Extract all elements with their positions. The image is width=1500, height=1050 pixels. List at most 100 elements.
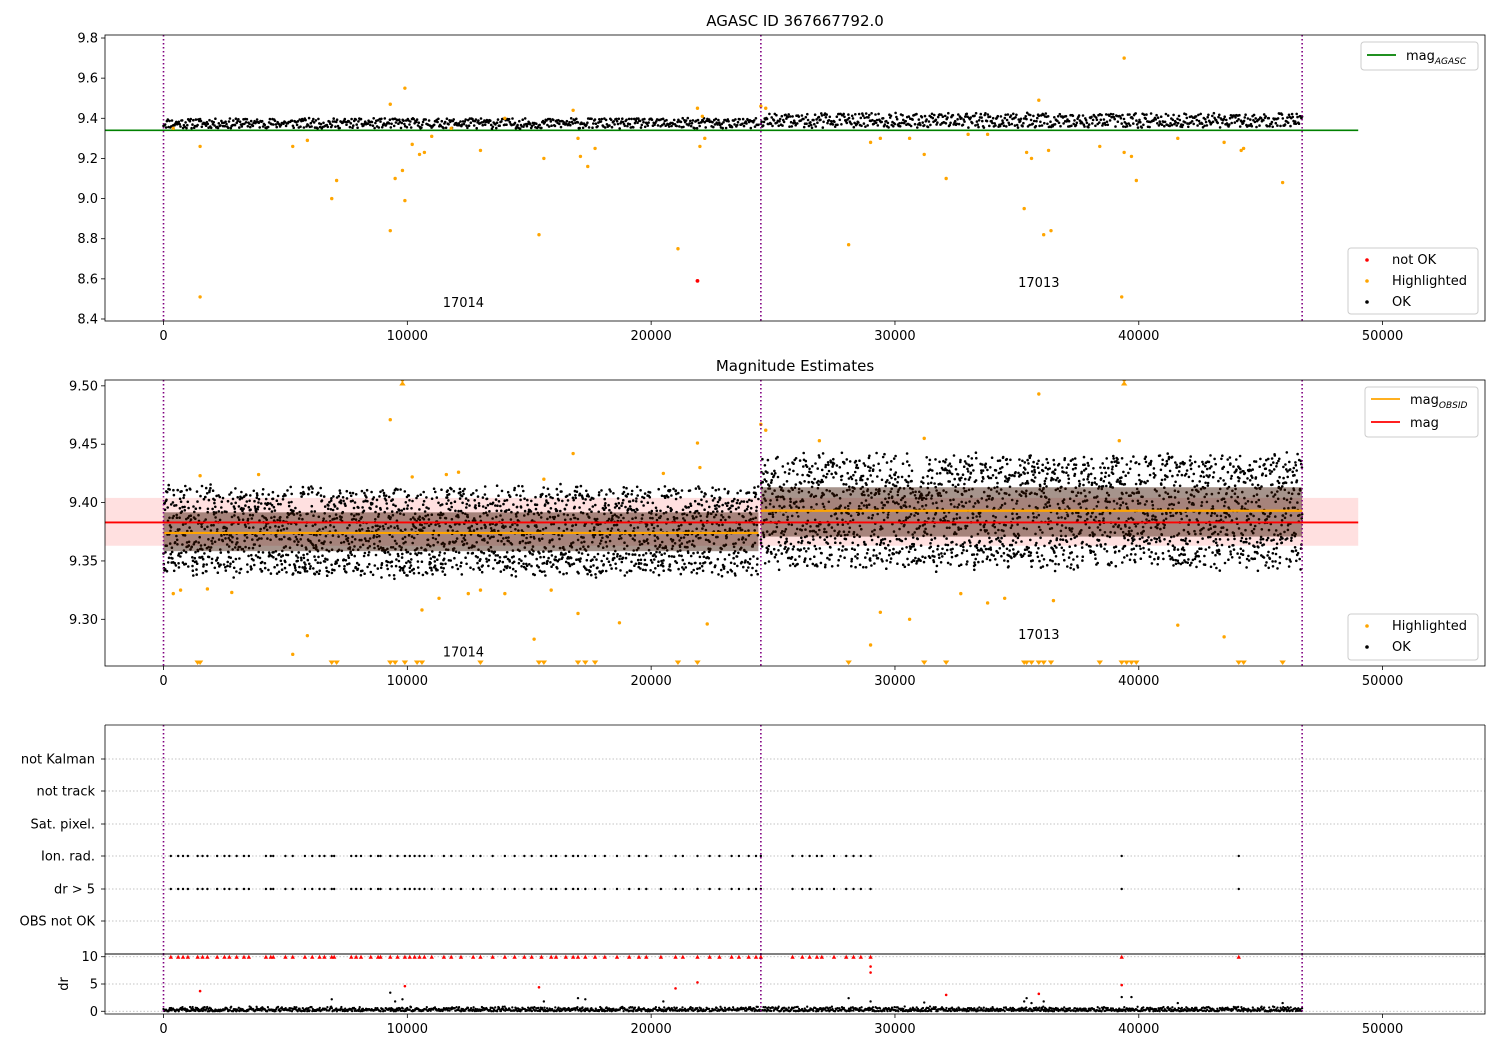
highlighted-point	[1049, 228, 1053, 233]
ion-rad-flag-point	[549, 854, 553, 858]
out-of-range-marker	[1133, 660, 1140, 665]
highlighted-point	[576, 136, 580, 141]
dr-flag-point	[645, 887, 648, 891]
dr-capped-marker	[246, 954, 252, 959]
highlighted-point	[437, 596, 441, 600]
dr-capped-marker	[402, 954, 408, 959]
dr-flagged-point	[198, 989, 202, 993]
dr-capped-marker	[407, 954, 412, 959]
highlighted-point	[542, 156, 546, 161]
highlighted-point	[868, 643, 873, 647]
out-of-range-marker	[574, 660, 582, 665]
dr-capped-marker	[627, 954, 632, 959]
out-of-range-marker	[418, 660, 426, 665]
out-of-range-marker	[1279, 660, 1286, 665]
dr-capped-marker	[868, 954, 873, 959]
x-tick-label: 10000	[387, 674, 428, 689]
dr-flag-point	[576, 887, 580, 891]
highlighted-point	[1239, 148, 1243, 153]
obsid-label: 17013	[1018, 628, 1059, 643]
x-tick-label: 10000	[387, 329, 428, 344]
legend-label: OK	[1392, 295, 1411, 310]
ion-rad-flag-point	[423, 854, 426, 858]
dr-point	[869, 1000, 872, 1003]
ion-rad-flag-point	[759, 854, 763, 858]
ion-rad-flag-point	[820, 854, 824, 858]
dr-capped-marker	[522, 954, 527, 959]
dr-flag-point	[459, 887, 463, 891]
ion-rad-flag-point	[442, 854, 446, 858]
dr-flag-point	[330, 887, 333, 891]
y-tick-label: 9.35	[69, 554, 98, 569]
dr-flag-point	[564, 887, 568, 891]
dr-capped-marker	[602, 954, 608, 959]
dr-capped-marker	[368, 954, 373, 959]
highlighted-point	[410, 475, 414, 479]
dr-point	[576, 996, 580, 1000]
highlighted-point	[907, 617, 912, 622]
axes-frame	[104, 34, 1486, 322]
highlighted-point	[1129, 154, 1134, 159]
highlighted-point	[959, 591, 963, 596]
highlighted-point	[764, 428, 768, 432]
dr-flagged-point	[944, 993, 948, 997]
ion-rad-flag-point	[323, 854, 326, 858]
ion-rad-flag-point	[628, 854, 631, 858]
dr-flag-point	[540, 887, 543, 891]
dr-flag-point	[584, 887, 587, 891]
dr-capped-marker	[758, 954, 764, 959]
dr-capped-marker	[234, 954, 239, 959]
dr-point	[393, 1000, 397, 1003]
ion-rad-flag-point	[215, 854, 219, 858]
y-tick-label: 9.50	[69, 379, 98, 394]
ion-rad-flag-point	[242, 854, 246, 858]
x-tick-label: 20000	[630, 674, 671, 689]
highlighted-point	[700, 114, 705, 118]
highlighted-point	[676, 247, 680, 251]
dr-flag-point	[272, 887, 275, 891]
ion-rad-flag-point	[659, 854, 663, 858]
dr-capped-marker	[753, 954, 759, 959]
dr-flag-point	[376, 887, 380, 891]
highlighted-point	[1176, 623, 1180, 627]
highlighted-point	[1051, 598, 1056, 603]
ion-rad-flag-point	[554, 854, 558, 858]
y-tick-label: 10	[81, 950, 98, 965]
x-tick-label: 30000	[874, 674, 915, 689]
highlighted-point	[256, 472, 261, 477]
ion-rad-flag-point	[503, 854, 507, 858]
out-of-range-marker	[1240, 660, 1247, 665]
highlighted-point	[578, 154, 583, 159]
dr-capped-marker	[470, 954, 476, 959]
highlighted-point	[393, 176, 397, 181]
highlighted-point	[205, 587, 210, 591]
ion-rad-flag-point	[350, 854, 353, 858]
dr-capped-marker	[195, 954, 200, 959]
highlighted-point	[944, 176, 948, 181]
highlighted-point	[1122, 56, 1126, 60]
dr-flag-point	[696, 887, 699, 891]
y-axis-label: dr	[57, 977, 72, 991]
dr-flag-point	[730, 887, 733, 891]
dr-capped-marker	[502, 954, 508, 959]
ion-rad-flag-point	[264, 854, 268, 858]
dr-point	[1130, 995, 1133, 999]
obsid-label: 17014	[443, 296, 484, 311]
highlighted-point	[617, 621, 622, 625]
ion-rad-flag-point	[169, 854, 173, 858]
ion-rad-flag-point	[284, 854, 287, 858]
out-of-range-marker	[391, 660, 399, 665]
ion-rad-flag-point	[1120, 854, 1123, 858]
panel-dr: 0 10000 20000 30000 40000 50000 0 5 10 dr	[57, 950, 1486, 1037]
dr-flag-point	[674, 887, 677, 891]
dr-capped-marker	[807, 954, 812, 959]
dr-capped-marker	[814, 954, 820, 959]
y-tick-label: 8.4	[77, 312, 98, 327]
ion-rad-flag-point	[584, 854, 587, 858]
not-ok-point	[695, 278, 700, 283]
highlighted-point	[966, 132, 970, 137]
highlighted-point	[1029, 156, 1034, 161]
dr-flag-point	[242, 887, 246, 891]
dr-flag-point	[791, 887, 794, 891]
